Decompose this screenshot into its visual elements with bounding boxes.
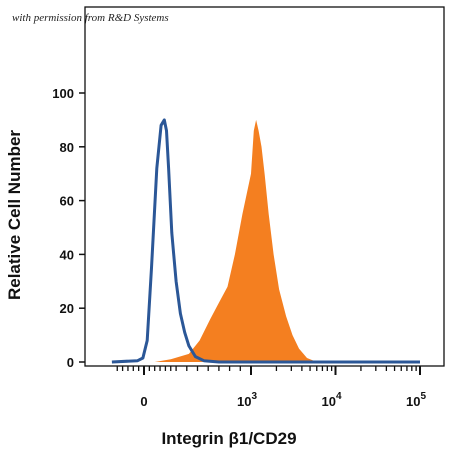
series-layer <box>111 118 421 364</box>
x-axis: 0 103 104 105 <box>116 366 426 409</box>
histogram-filled-series <box>111 119 421 363</box>
y-tick-label: 20 <box>60 301 74 316</box>
x-tick-label: 103 <box>237 391 257 409</box>
y-tick-label: 60 <box>60 194 74 209</box>
y-tick-label: 0 <box>67 355 74 370</box>
permission-watermark: with permission from R&D Systems <box>12 12 169 24</box>
y-axis: 0 20 40 60 80 100 <box>52 86 85 370</box>
y-tick-label: 80 <box>60 140 74 155</box>
y-tick-label: 100 <box>52 86 74 101</box>
plot-border <box>84 6 445 367</box>
plot-frame <box>84 6 445 367</box>
x-tick-label: 105 <box>406 391 426 409</box>
x-tick-label: 104 <box>321 391 341 409</box>
x-axis-title: Integrin β1/CD29 <box>161 429 296 448</box>
histogram-outline-series <box>111 118 420 364</box>
x-tick-label: 0 <box>140 394 147 409</box>
y-tick-label: 40 <box>60 247 74 262</box>
y-axis-title: Relative Cell Number <box>5 130 24 300</box>
